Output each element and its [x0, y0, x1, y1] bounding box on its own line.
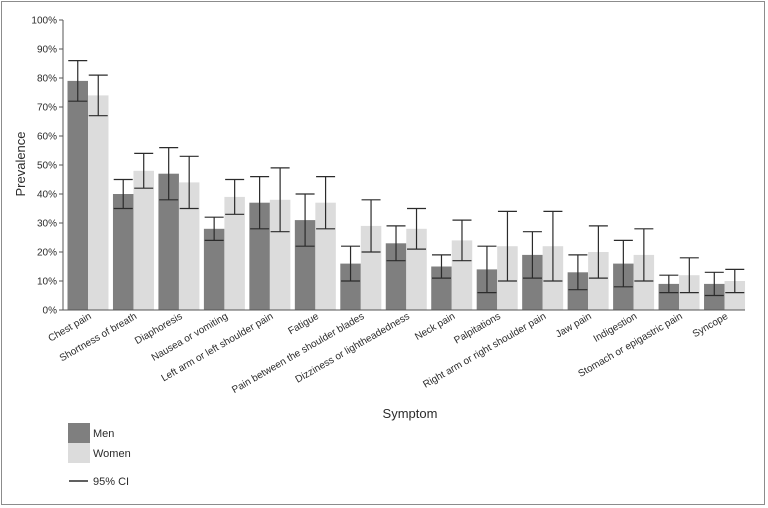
error-bar-men	[431, 254, 451, 279]
error-bar-men	[613, 239, 633, 288]
bar-men	[567, 272, 589, 310]
y-tick-label: 40%	[37, 190, 57, 201]
bar-women	[88, 95, 109, 311]
error-bar-women	[270, 167, 290, 233]
y-tick-label: 20%	[37, 248, 57, 259]
y-tick-label: 70%	[37, 103, 57, 114]
error-bar-women	[225, 178, 245, 215]
bar-men	[431, 266, 452, 310]
bar-women	[588, 252, 609, 310]
bar-women	[724, 281, 746, 310]
error-bar-women	[407, 207, 427, 250]
legend-label-ci: 95% CI	[93, 476, 129, 488]
error-bar-women	[497, 210, 517, 282]
error-bar-women	[361, 199, 381, 253]
bar-women	[269, 199, 291, 310]
bar-men	[522, 254, 543, 310]
y-tick-label: 90%	[37, 45, 57, 56]
error-bar-men	[159, 147, 179, 201]
x-axis-title: Symptom	[383, 406, 438, 421]
error-bar-women	[725, 268, 745, 294]
bar-women	[451, 240, 473, 310]
legend-label-men: Men	[93, 428, 114, 440]
x-tick-label: Jaw pain	[554, 311, 594, 340]
error-bar-men	[522, 231, 542, 279]
x-tick-label: Fatigue	[286, 311, 321, 337]
error-bar-men	[659, 274, 679, 294]
error-bar-women	[88, 74, 108, 117]
error-bar-men	[477, 245, 497, 294]
bar-men	[658, 283, 680, 310]
error-bar-women	[316, 176, 336, 230]
error-bar-women	[679, 257, 699, 294]
bar-men	[158, 173, 179, 310]
legend: Men Women 95% CI	[68, 423, 131, 488]
y-tick-label: 60%	[37, 132, 57, 143]
y-tick-label: 80%	[37, 74, 57, 85]
y-tick-label: 10%	[37, 277, 57, 288]
error-bar-women	[634, 228, 654, 282]
y-tick-label: 30%	[37, 219, 57, 230]
y-tick-label: 100%	[31, 16, 57, 27]
bar-men	[294, 220, 316, 310]
x-tick-label: Nausea or vomiting	[150, 311, 230, 364]
bar-women	[315, 202, 336, 310]
error-bar-men	[295, 193, 315, 247]
bar-men	[704, 283, 725, 310]
y-tick-label: 0%	[43, 306, 58, 317]
error-bars-group	[68, 59, 745, 297]
error-bar-men	[250, 176, 270, 230]
error-bar-men	[204, 216, 224, 241]
error-bar-men	[386, 225, 406, 262]
y-axis-title: Prevalence	[13, 131, 28, 196]
bars-group	[67, 80, 746, 311]
legend-swatch-men	[68, 423, 90, 443]
legend-label-women: Women	[93, 448, 131, 460]
error-bar-women	[179, 155, 199, 210]
y-axis: 0% 10% 20% 30% 40% 50% 60% 70% 80% 90% 100%	[31, 16, 64, 317]
x-tick-label: Neck pain	[413, 311, 457, 343]
error-bar-women	[588, 225, 608, 279]
error-bar-women	[452, 219, 472, 262]
bar-women	[224, 196, 245, 310]
error-bar-men	[68, 59, 88, 102]
legend-swatch-women	[68, 443, 90, 463]
x-tick-label: Shortness of breath	[58, 311, 139, 364]
bar-men	[385, 243, 407, 310]
error-bar-men	[568, 254, 588, 291]
bar-men	[249, 202, 270, 310]
x-tick-label: Syncope	[691, 311, 731, 340]
bar-men	[67, 80, 88, 311]
bar-women	[360, 225, 382, 310]
bar-men	[112, 194, 134, 310]
bar-men	[203, 228, 225, 310]
error-bar-men	[113, 178, 133, 210]
y-tick-label: 50%	[37, 161, 57, 172]
bar-women	[633, 254, 655, 310]
error-bar-men	[341, 245, 361, 282]
bar-women	[133, 170, 154, 310]
error-bar-men	[704, 271, 724, 297]
error-bar-women	[543, 210, 563, 282]
bar-men	[340, 263, 361, 310]
bar-women	[178, 182, 200, 310]
error-bar-women	[134, 152, 154, 189]
